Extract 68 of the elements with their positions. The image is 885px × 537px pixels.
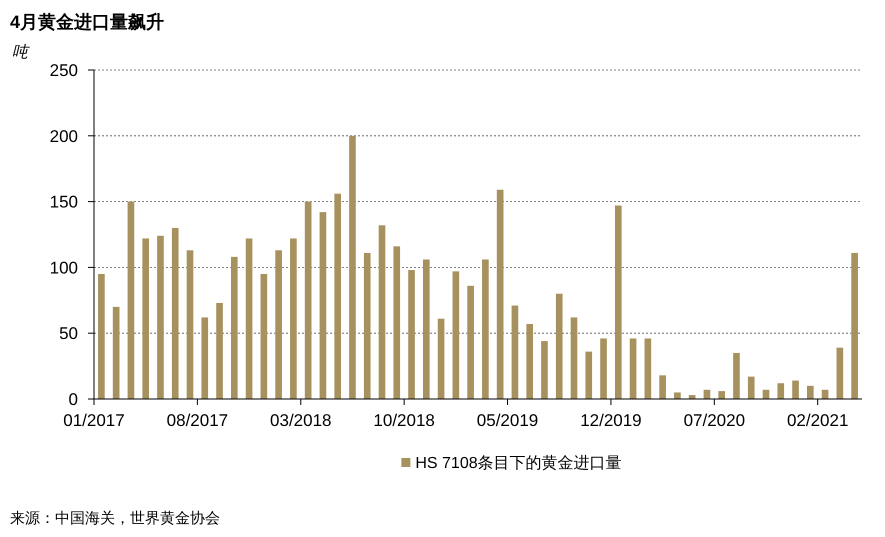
bar (438, 318, 444, 399)
legend-label: HS 7108条目下的黄金进口量 (415, 454, 622, 472)
x-tick-label: 03/2018 (270, 411, 332, 430)
bar (408, 270, 415, 399)
x-tick-label: 07/2020 (684, 411, 746, 430)
y-tick-label: 0 (68, 390, 78, 409)
bar (98, 274, 105, 399)
bar (614, 206, 622, 399)
bar (157, 236, 164, 399)
x-tick-label: 02/2021 (786, 411, 848, 430)
bar (378, 225, 386, 399)
bar (748, 376, 755, 399)
bar (541, 341, 548, 399)
y-tick-label: 100 (50, 258, 78, 278)
bar (570, 317, 578, 399)
bar (630, 338, 636, 399)
bar (512, 306, 518, 399)
bar (600, 338, 607, 399)
bar (334, 194, 342, 399)
x-tick-label: 05/2019 (476, 411, 538, 430)
bar (422, 260, 430, 399)
bar (172, 228, 179, 399)
y-tick-label: 250 (50, 61, 78, 80)
bar (836, 348, 844, 399)
bar (320, 212, 326, 399)
y-tick-label: 200 (50, 126, 78, 146)
bar (526, 324, 534, 399)
x-tick-label: 12/2019 (580, 411, 642, 430)
y-tick-label: 150 (50, 192, 78, 212)
bar (275, 250, 282, 399)
bar (304, 202, 312, 399)
bar (556, 294, 563, 399)
y-axis-title: 吨 (12, 43, 30, 61)
bar (467, 286, 474, 399)
bar (496, 190, 504, 399)
bar (482, 260, 489, 399)
chart-title: 4月黄金进口量飙升 (10, 12, 164, 32)
bar (851, 252, 858, 399)
bar (718, 391, 726, 399)
bar (260, 274, 268, 399)
bar (393, 246, 400, 399)
bar (349, 136, 356, 399)
bar (246, 238, 252, 399)
bar (822, 390, 828, 399)
bar (230, 256, 238, 399)
x-tick-label: 08/2017 (166, 411, 228, 430)
x-tick-label: 01/2017 (63, 411, 125, 430)
bar (452, 271, 460, 399)
bar (142, 238, 150, 399)
bar (659, 375, 666, 399)
bar (290, 238, 297, 399)
bar (585, 352, 592, 399)
bar (644, 338, 652, 399)
bar (112, 306, 120, 399)
bar (128, 202, 134, 399)
x-tick-label: 10/2018 (373, 411, 435, 430)
bar (792, 380, 799, 399)
bar (806, 386, 814, 399)
bar (216, 302, 223, 399)
bar (777, 383, 784, 399)
y-tick-label: 50 (59, 324, 78, 344)
bar (186, 250, 194, 399)
bar (201, 317, 208, 399)
bar (733, 352, 740, 399)
bar (762, 390, 770, 399)
source-note: 来源：中国海关，世界黄金协会 (10, 510, 220, 527)
bar (364, 252, 371, 399)
bar (704, 390, 710, 399)
